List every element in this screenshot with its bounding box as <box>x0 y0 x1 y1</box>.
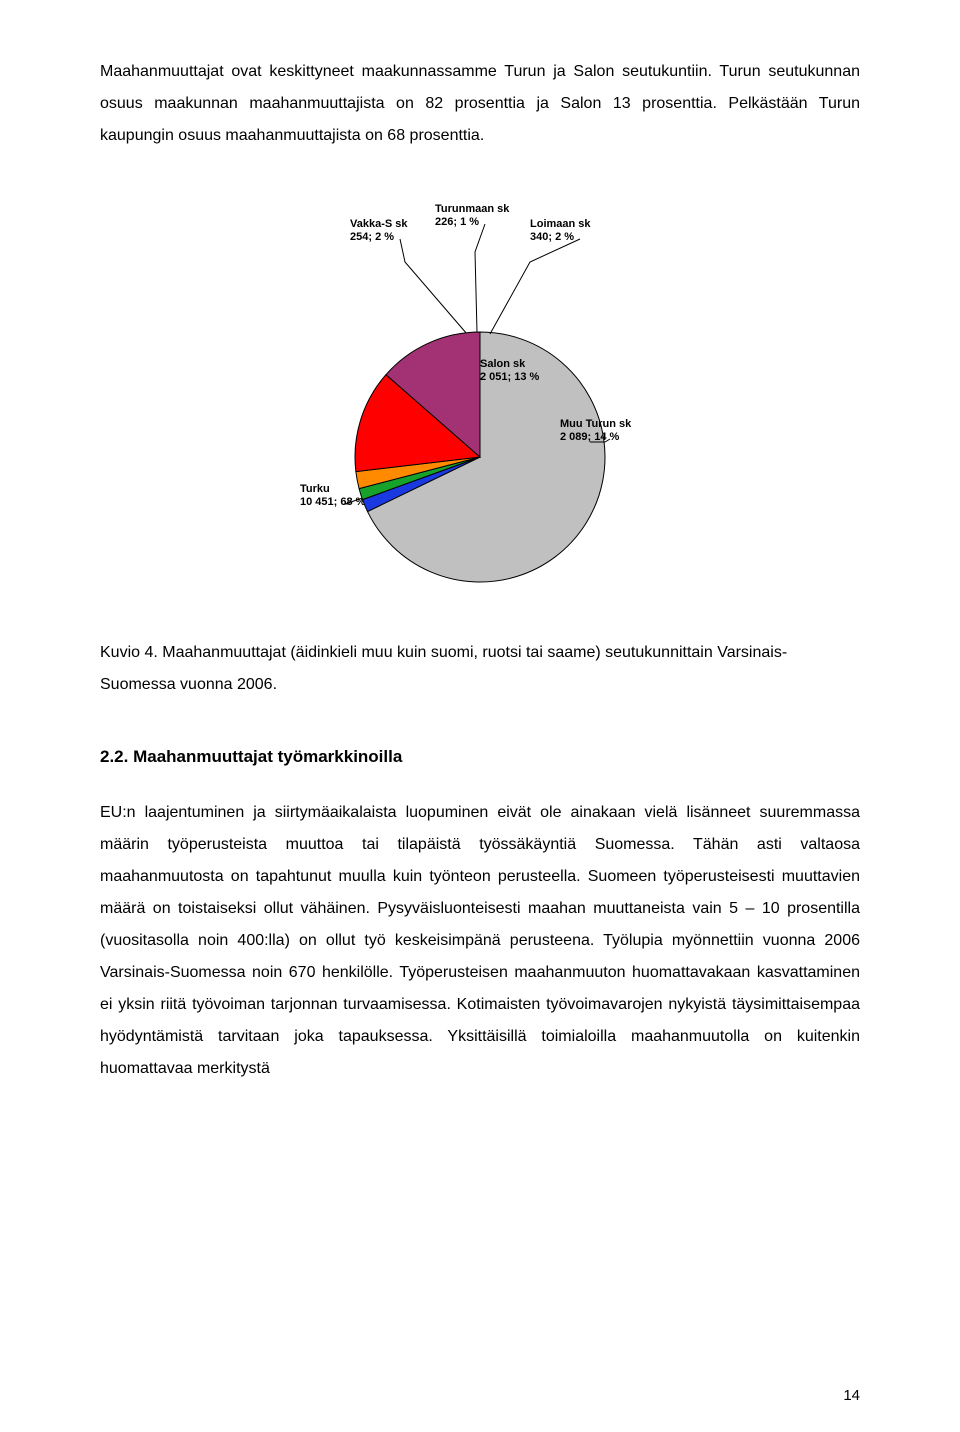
slice-label: Vakka-S sk <box>350 218 408 230</box>
slice-label: Turunmaan sk <box>435 203 510 215</box>
slice-label-value: 340; 2 % <box>530 231 574 243</box>
page: Maahanmuuttajat ovat keskittyneet maakun… <box>0 0 960 1432</box>
figure-caption: Kuvio 4. Maahanmuuttajat (äidinkieli muu… <box>100 637 860 701</box>
slice-label: Turku <box>300 483 330 495</box>
page-number: 14 <box>843 1387 860 1404</box>
pie-chart-svg: Turku10 451; 68 % Vakka-S sk254; 2 % Turun… <box>230 192 730 602</box>
slice-label-value: 254; 2 % <box>350 231 394 243</box>
slice-label: Muu Turun sk <box>560 418 632 430</box>
pie-chart: Turku10 451; 68 % Vakka-S sk254; 2 % Turun… <box>230 192 730 607</box>
leader-line <box>400 239 467 334</box>
leader-line <box>490 239 580 334</box>
slice-label: Loimaan sk <box>530 218 591 230</box>
leader-line <box>475 224 485 332</box>
intro-paragraph: Maahanmuuttajat ovat keskittyneet maakun… <box>100 56 860 152</box>
slice-label-value: 2 089; 14 % <box>560 431 620 443</box>
slice-label-value: 226; 1 % <box>435 216 479 228</box>
section-heading: 2.2. Maahanmuuttajat työmarkkinoilla <box>100 747 860 767</box>
slice-label-value: 2 051; 13 % <box>480 371 540 383</box>
slice-label-value: 10 451; 68 % <box>300 496 366 508</box>
body-paragraph-2: EU:n laajentuminen ja siirtymäaikalaista… <box>100 797 860 1085</box>
slice-label: Salon sk <box>480 358 526 370</box>
